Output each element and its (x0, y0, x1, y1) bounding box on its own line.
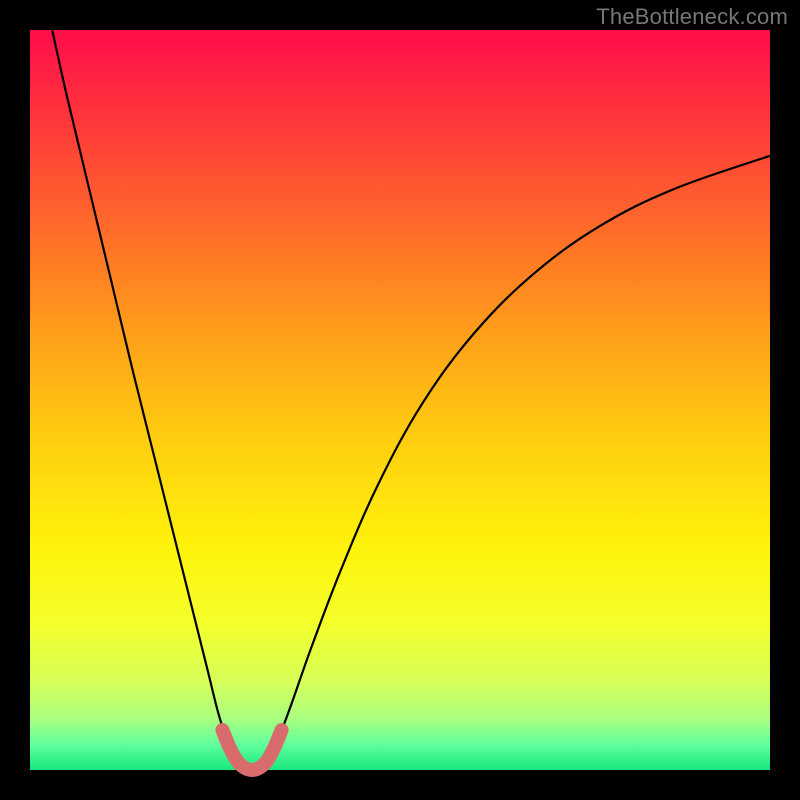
highlight-segment (222, 730, 281, 770)
figure-root: TheBottleneck.com (0, 0, 800, 800)
curve-layer (30, 30, 770, 770)
watermark-text: TheBottleneck.com (596, 4, 788, 30)
bottleneck-curve (52, 30, 770, 770)
plot-area (30, 30, 770, 770)
